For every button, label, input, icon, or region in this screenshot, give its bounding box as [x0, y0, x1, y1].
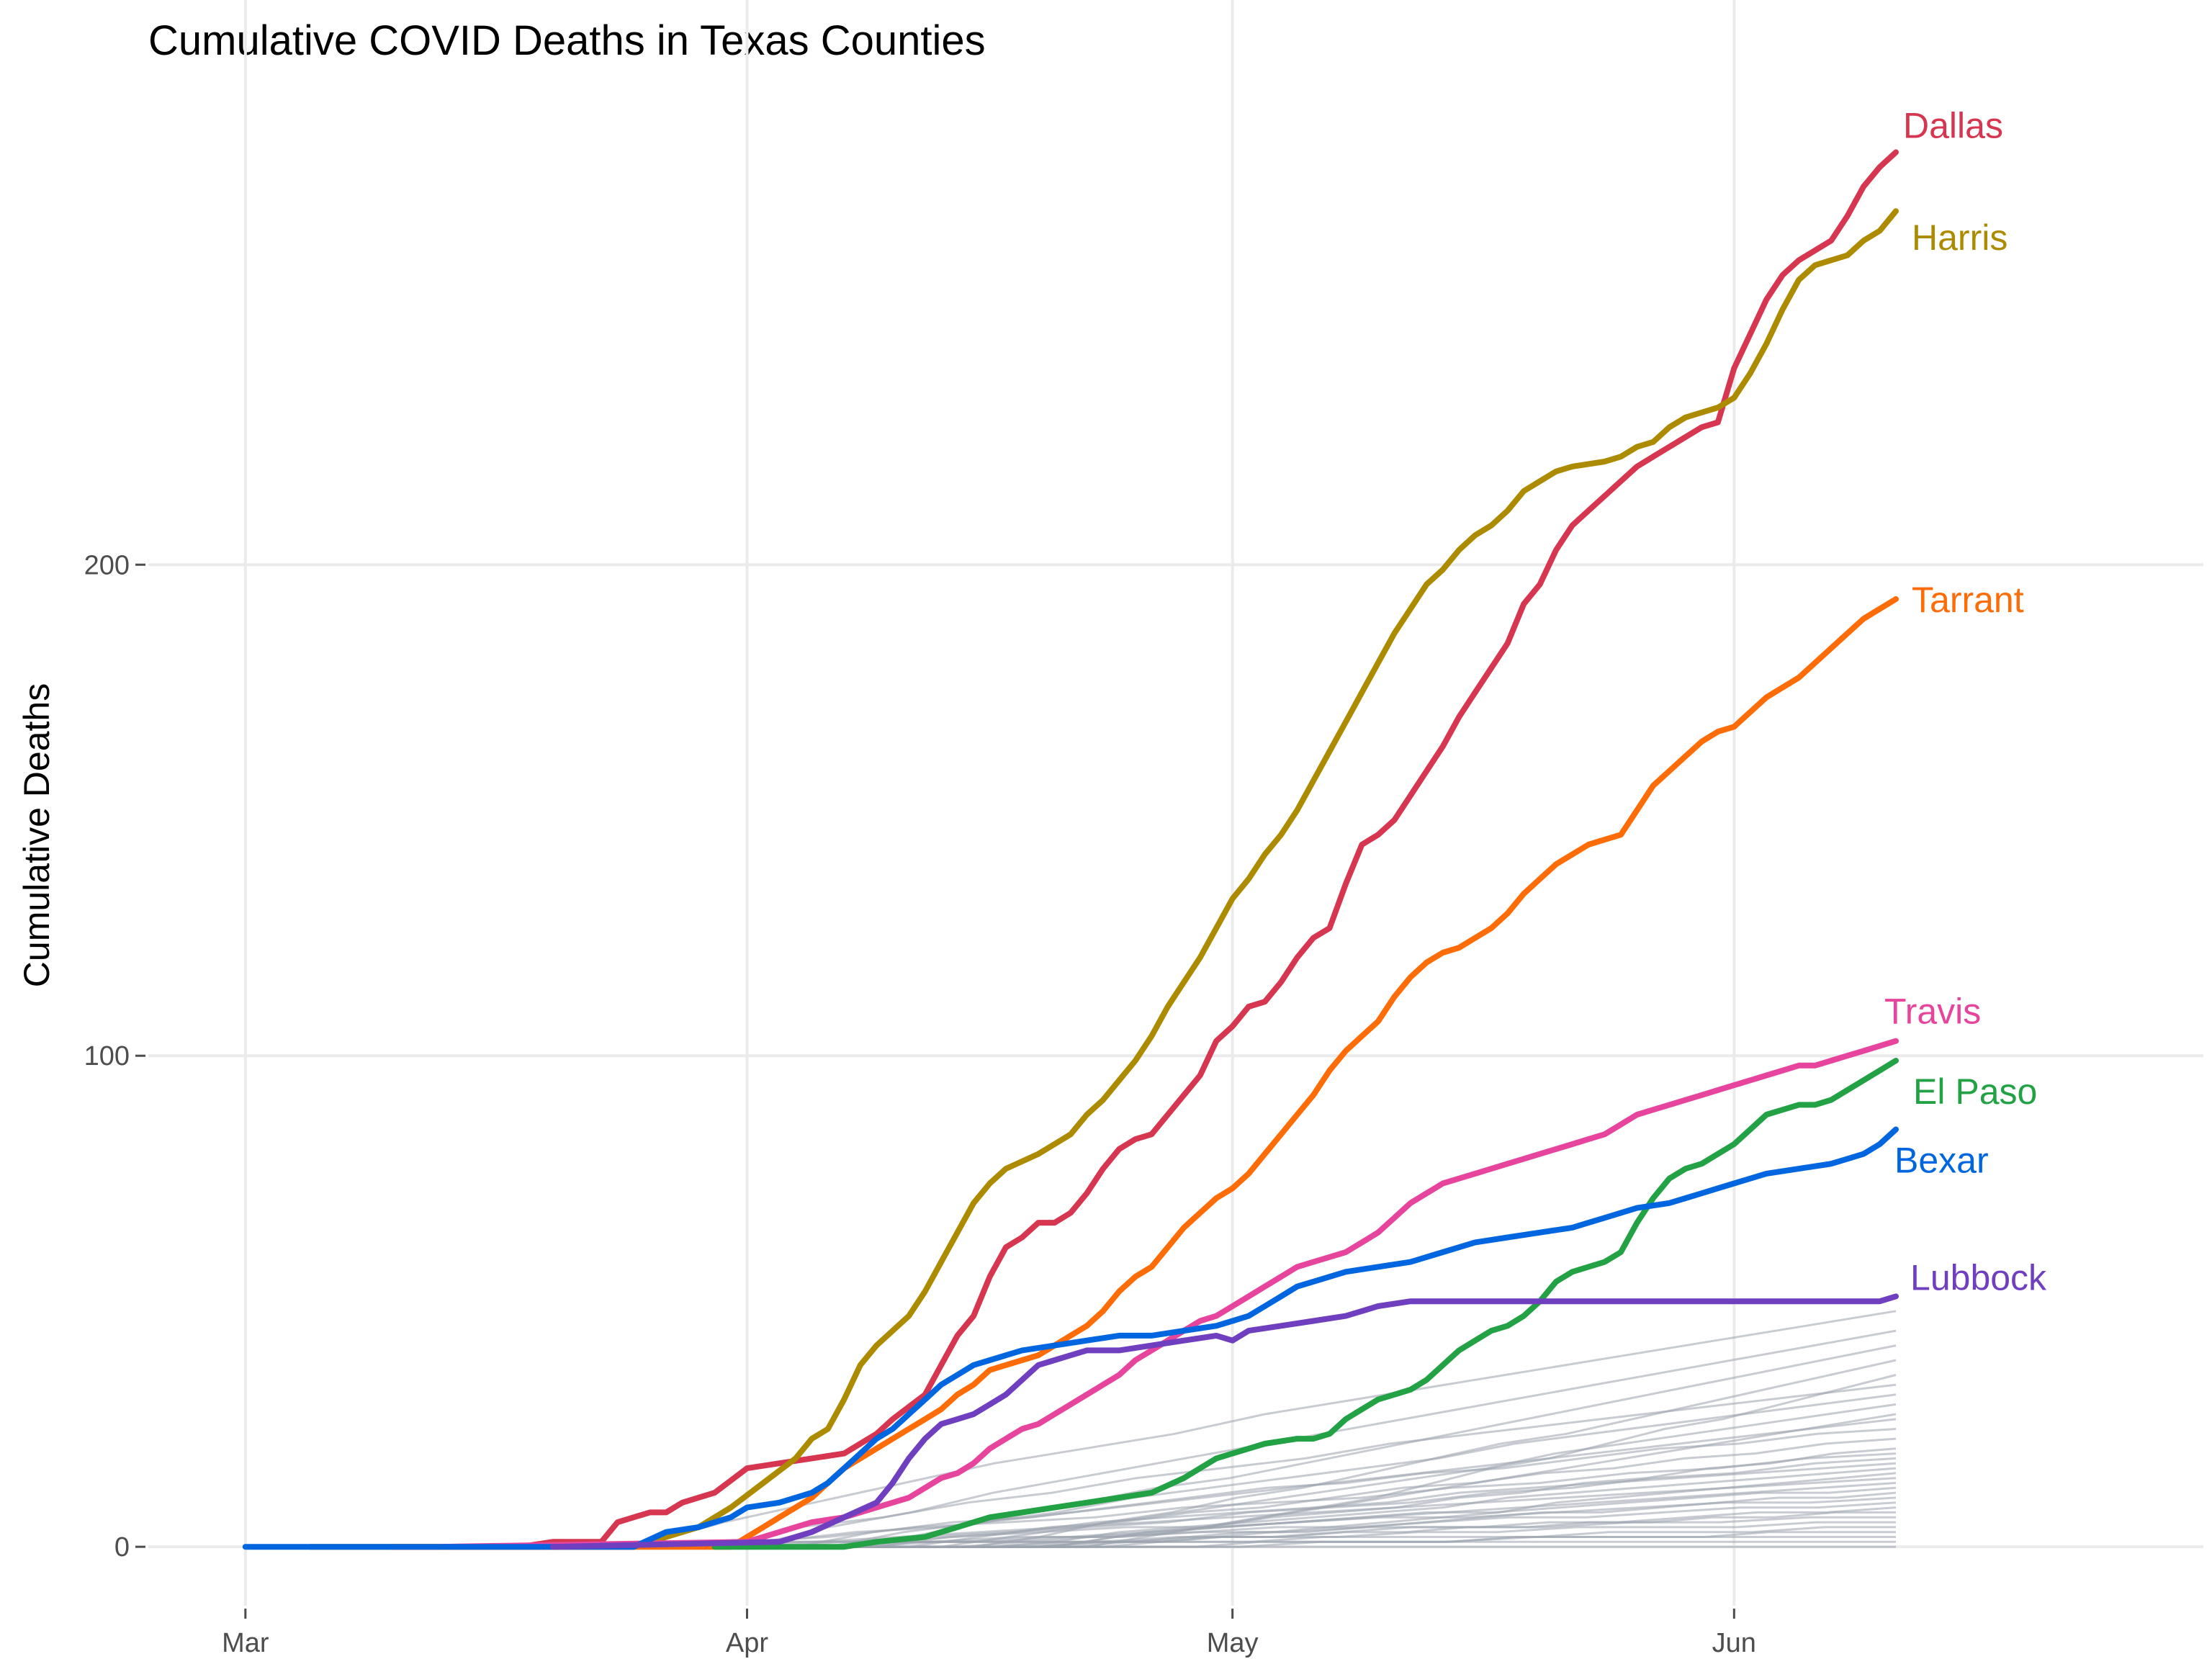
- y-axis: 0 100 200: [84, 550, 145, 1563]
- other-county-line: [552, 1506, 1897, 1548]
- series-label-travis: Travis: [1884, 992, 1981, 1032]
- series-line-tarrant: [388, 596, 1899, 1550]
- other-county-line: [552, 1310, 1897, 1548]
- highlighted-series: [242, 149, 1899, 1550]
- other-county-line: [552, 1477, 1897, 1548]
- other-county-line: [552, 1486, 1897, 1548]
- series-line-harris: [307, 208, 1899, 1550]
- y-tick-label-0: 0: [114, 1532, 130, 1563]
- other-county-line: [552, 1383, 1897, 1548]
- series-line-bexar: [242, 1126, 1899, 1550]
- series-label-harris: Harris: [1912, 217, 2008, 258]
- series-end-labels: Dallas Harris Tarrant Travis El Paso Bexar Lub…: [1884, 105, 2047, 1298]
- x-tick-label-apr: Apr: [726, 1628, 768, 1658]
- series-line-el-paso: [711, 1058, 1899, 1550]
- x-axis: Mar Apr May Jun: [222, 1609, 1756, 1658]
- series-label-bexar: Bexar: [1894, 1141, 1989, 1181]
- other-county-line: [552, 1521, 1896, 1548]
- series-line-lubbock: [549, 1293, 1899, 1550]
- x-tick-label-mar: Mar: [222, 1628, 269, 1658]
- grid-lines: [148, 0, 2203, 1606]
- series-label-lubbock: Lubbock: [1910, 1257, 2047, 1298]
- y-tick-label-100: 100: [84, 1041, 130, 1071]
- series-label-el-paso: El Paso: [1913, 1071, 2037, 1112]
- x-tick-label-may: May: [1207, 1628, 1259, 1658]
- series-label-dallas: Dallas: [1903, 105, 2003, 145]
- series-label-tarrant: Tarrant: [1912, 580, 2024, 620]
- series-line-dallas: [517, 149, 1899, 1550]
- chart-title: Cumulative COVID Deaths in Texas Countie…: [148, 17, 986, 64]
- other-county-line: [552, 1516, 1896, 1548]
- y-tick-label-200: 200: [84, 550, 130, 580]
- x-tick-label-jun: Jun: [1712, 1628, 1756, 1658]
- series-line-travis: [436, 1038, 1899, 1550]
- y-axis-label: Cumulative Deaths: [17, 683, 57, 987]
